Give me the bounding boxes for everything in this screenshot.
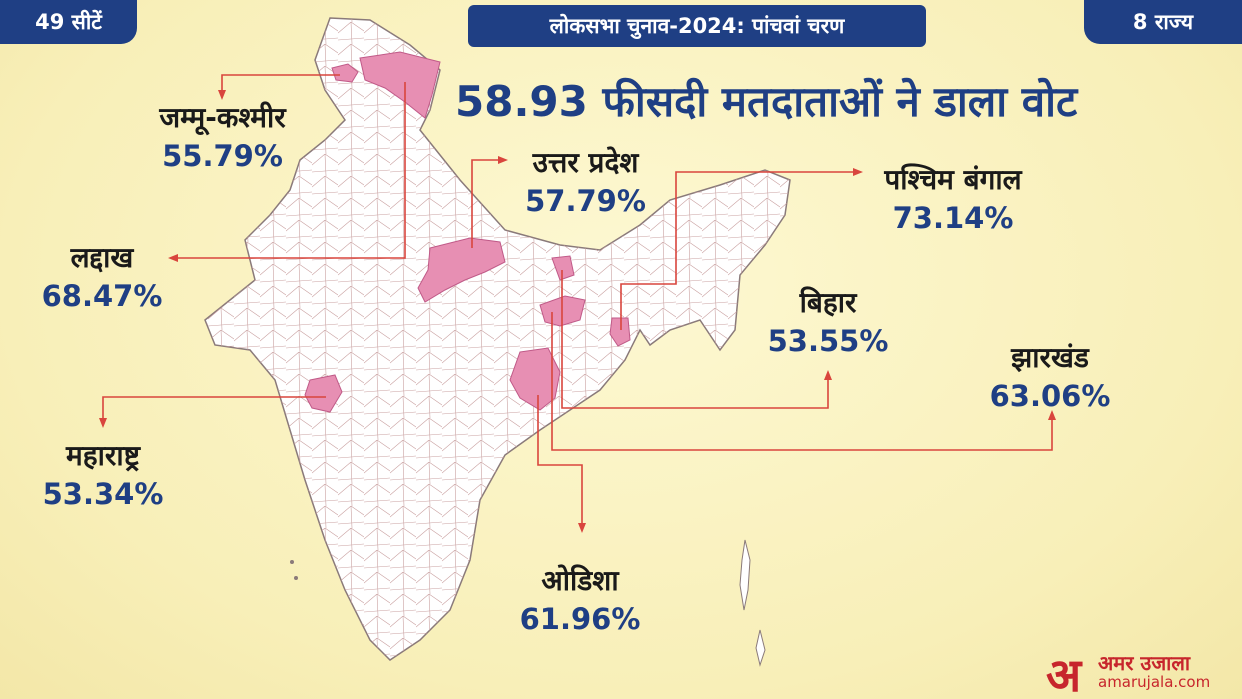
states-badge: 8 राज्य	[1084, 0, 1242, 44]
leader-odisha	[537, 395, 583, 525]
state-turnout: 53.34%	[42, 477, 164, 511]
headline: 58.93 फीसदी मतदाताओं ने डाला वोट	[455, 77, 1078, 126]
state-name: लद्दाख	[70, 241, 134, 274]
title-banner: लोकसभा चुनाव-2024: पांचवां चरण	[468, 5, 926, 47]
region-bengal	[609, 317, 631, 347]
states-label: 8 राज्य	[1132, 10, 1194, 34]
brand-logo: अ अमर उजाला amarujala.com	[1046, 647, 1236, 699]
label-maharashtra: महाराष्ट्र 53.34%	[32, 438, 174, 514]
leader-bengal	[620, 171, 855, 330]
label-jharkhand: झारखंड 63.06%	[980, 340, 1120, 416]
state-turnout: 63.06%	[989, 379, 1111, 413]
state-name: जम्मू-कश्मीर	[159, 101, 286, 134]
region-up	[417, 237, 506, 303]
state-turnout: 57.79%	[525, 184, 646, 218]
leader-up	[471, 159, 500, 248]
region-maharashtra	[304, 374, 343, 413]
state-name: पश्चिम बंगाल	[884, 163, 1022, 196]
state-name: ओडिशा	[541, 564, 619, 597]
brand-mark: अ	[1046, 648, 1082, 699]
label-jk: जम्मू-कश्मीर 55.79%	[130, 100, 315, 176]
state-name: झारखंड	[1011, 341, 1089, 374]
seats-badge: 49 सीटें	[0, 0, 137, 44]
leader-jharkhand	[551, 312, 1053, 451]
region-bihar	[551, 255, 575, 281]
andaman-islands	[739, 539, 766, 667]
label-bihar: बिहार 53.55%	[758, 285, 898, 361]
state-name: महाराष्ट्र	[66, 439, 140, 472]
state-turnout: 53.55%	[767, 324, 889, 358]
state-turnout: 68.47%	[41, 279, 163, 313]
state-turnout: 73.14%	[892, 201, 1014, 235]
state-turnout: 55.79%	[162, 139, 283, 173]
leader-bihar	[561, 270, 829, 409]
state-name: बिहार	[799, 286, 857, 319]
seats-label: 49 सीटें	[35, 10, 102, 34]
state-turnout: 61.96%	[519, 602, 641, 636]
leader-jk	[221, 74, 340, 92]
leader-ladakh	[176, 82, 406, 259]
label-ladakh: लद्दाख 68.47%	[32, 240, 172, 316]
leader-maharashtra	[102, 396, 326, 420]
title-label: लोकसभा चुनाव-2024: पांचवां चरण	[549, 14, 845, 38]
state-name: उत्तर प्रदेश	[532, 146, 639, 179]
region-ladakh	[359, 51, 441, 119]
region-jk	[331, 63, 359, 83]
region-odisha	[509, 347, 561, 411]
brand-name: अमर उजाला	[1098, 651, 1191, 675]
label-bengal: पश्चिम बंगाल 73.14%	[863, 162, 1043, 238]
label-up: उत्तर प्रदेश 57.79%	[508, 145, 663, 221]
label-odisha: ओडिशा 61.96%	[510, 563, 650, 639]
brand-site: amarujala.com	[1098, 673, 1211, 691]
